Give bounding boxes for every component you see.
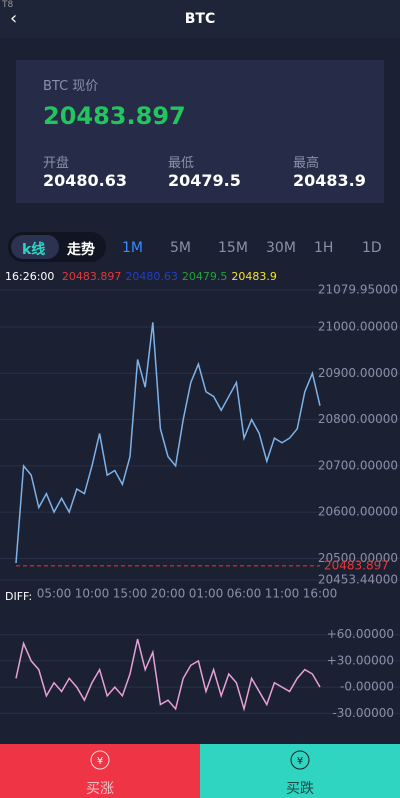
period-tab: 1D	[362, 240, 382, 256]
x-tick-label: 05:00	[37, 587, 72, 601]
x-tick-label: 11:00	[265, 587, 300, 601]
x-tick-label: 16:00	[303, 587, 338, 601]
info-time: 16:26:00	[5, 270, 55, 283]
y-tick-label: +30.00000	[327, 653, 394, 667]
y-tick-label: 20800.00000	[318, 412, 398, 426]
stat-label: 最高	[293, 156, 320, 171]
buy-down-label: 买跌	[286, 781, 314, 797]
stat-label: 开盘	[43, 156, 70, 171]
mode-tab: k线	[22, 242, 46, 258]
x-tick-label: 20:00	[151, 587, 186, 601]
mode-switch	[8, 232, 106, 262]
price-card: BTC 现价 20483.897 开盘 20480.63 最低 20479.5 最高 20…	[16, 60, 384, 203]
stat-label: 最低	[168, 156, 195, 171]
info-value: 20483.9	[231, 270, 277, 283]
x-tick-label: 06:00	[227, 587, 262, 601]
period-tab: 15M	[218, 240, 248, 256]
y-tick-label: +60.00000	[327, 627, 394, 641]
corner-tag: T8	[2, 0, 14, 10]
period-tab: 1H	[314, 240, 334, 256]
series-line	[15, 322, 321, 564]
indicator-title: DIFF:	[5, 590, 32, 603]
info-row: 16:26:00 20483.897 20480.63 20479.5 20483.9	[0, 270, 400, 286]
y-tick-label: 20700.00000	[318, 458, 398, 472]
y-tick-label: 20600.00000	[318, 505, 398, 519]
buy-down-button[interactable]: ¥ 买跌	[200, 744, 400, 798]
buy-up-label: 买涨	[86, 781, 114, 797]
y-tick-label: -0.00000	[340, 680, 394, 694]
icon: ¥	[90, 750, 110, 770]
price-line-label: 20483.897	[324, 558, 389, 572]
svg-text:¥: ¥	[297, 756, 303, 767]
buy-up-button[interactable]: ¥ 买涨	[0, 744, 200, 798]
y-tick-label: 20453.44000	[318, 573, 398, 587]
title: BTC	[184, 11, 216, 27]
icon: ¥	[290, 750, 310, 770]
card-label: BTC 现价	[43, 79, 99, 94]
period-tab: 5M	[170, 240, 191, 256]
svg-text:¥: ¥	[97, 756, 103, 767]
card-price: 20483.897	[43, 102, 186, 130]
y-tick-label: 21000.00000	[318, 320, 398, 334]
mode-tab: 走势	[67, 242, 95, 258]
x-tick-label: 10:00	[75, 587, 110, 601]
back-button[interactable]: ‹	[10, 8, 18, 29]
stat-value: 20479.5	[168, 171, 241, 190]
stat-value: 20480.63	[43, 171, 128, 190]
info-value: 20480.63	[125, 270, 178, 283]
y-tick-label: 20900.00000	[318, 366, 398, 380]
mode-active	[11, 235, 59, 259]
period-tab: 30M	[266, 240, 296, 256]
x-tick-label: 01:00	[189, 587, 224, 601]
y-tick-label: 20500.00000	[318, 551, 398, 565]
stat-value: 20483.9	[293, 171, 366, 190]
x-tick-label: 15:00	[113, 587, 148, 601]
series-line	[15, 638, 321, 712]
info-value: 20479.5	[181, 270, 228, 283]
y-tick-label: 21079.95000	[318, 283, 398, 297]
info-value: 20483.897	[61, 270, 122, 283]
period-tab: 1M	[122, 240, 143, 256]
charts: 20453.44000 20500.00000 20600.00000 20700.0…	[0, 283, 400, 720]
top-bar: T8 ‹ BTC	[0, 0, 400, 38]
y-tick-label: -30.00000	[332, 706, 394, 720]
